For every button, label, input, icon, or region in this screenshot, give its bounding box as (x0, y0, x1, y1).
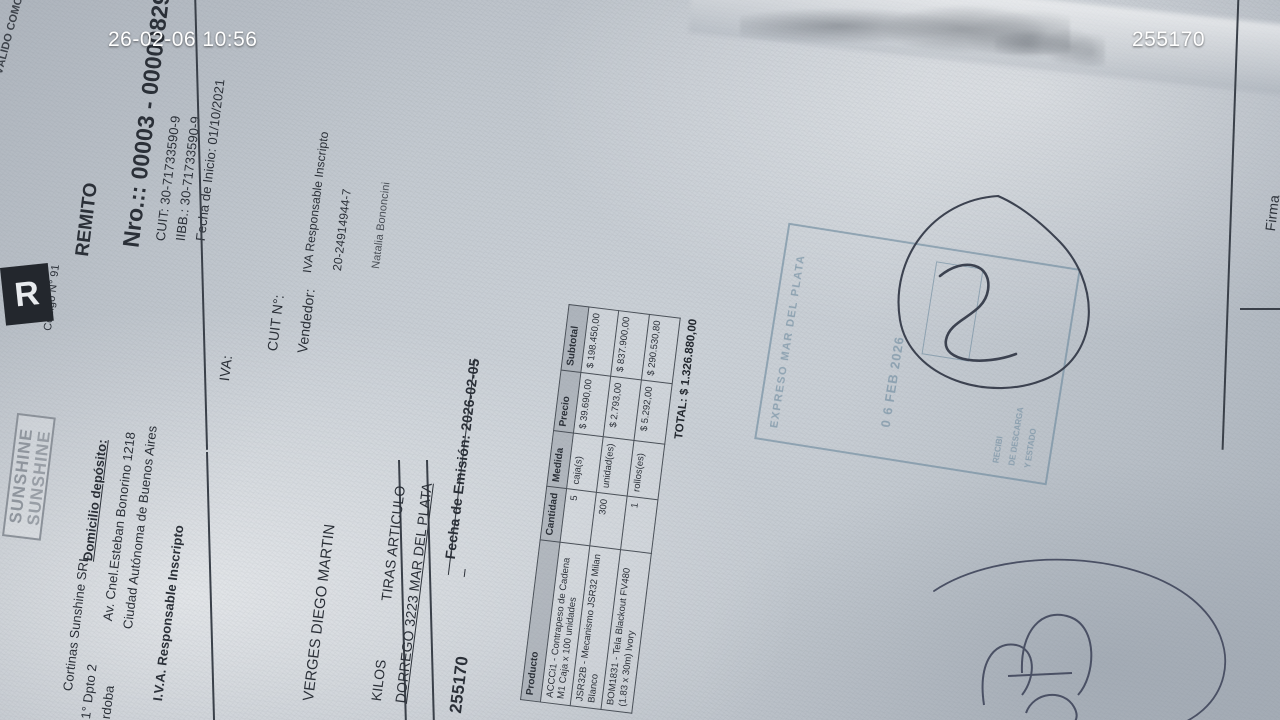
issuer-start-date-value: 01/10/2021 (204, 78, 228, 146)
letter-r-badge: R (0, 262, 54, 326)
delivery-stamp: EXPRESO MAR DEL PLATA 0 6 FEB 2026 RECIB… (754, 222, 1081, 486)
signature-divider-horizontal (1240, 308, 1280, 310)
stamp-date: 0 6 FEB 2026 (877, 335, 907, 429)
issuer-start-date-label: Fecha de Inicio: (192, 147, 219, 242)
signature-label: Firma (1262, 193, 1280, 232)
overlay-timestamp: 26-02-06 10:56 (108, 28, 258, 51)
customer-iva-label: IVA: (216, 354, 236, 382)
cell-subtotal: $ 290.530,80 (641, 314, 681, 384)
stamp-receipt-line-1: RECIBI (991, 435, 1005, 464)
stamp-receipt-line-3: Y ESTADO (1023, 427, 1039, 469)
cell-medida: rollos(es) (627, 440, 665, 501)
emission-date-label: Fecha de Emisión: (441, 433, 473, 561)
cell-cantidad: 1 (620, 496, 658, 554)
letter-r-badge-text: R (12, 273, 42, 315)
stamp-empty-box (921, 261, 984, 362)
emission-date-value: 2026-02-05 (457, 357, 483, 432)
overlay-frame-number: 255170 (1132, 28, 1206, 51)
cell-precio: $ 5.292,00 (633, 380, 672, 445)
